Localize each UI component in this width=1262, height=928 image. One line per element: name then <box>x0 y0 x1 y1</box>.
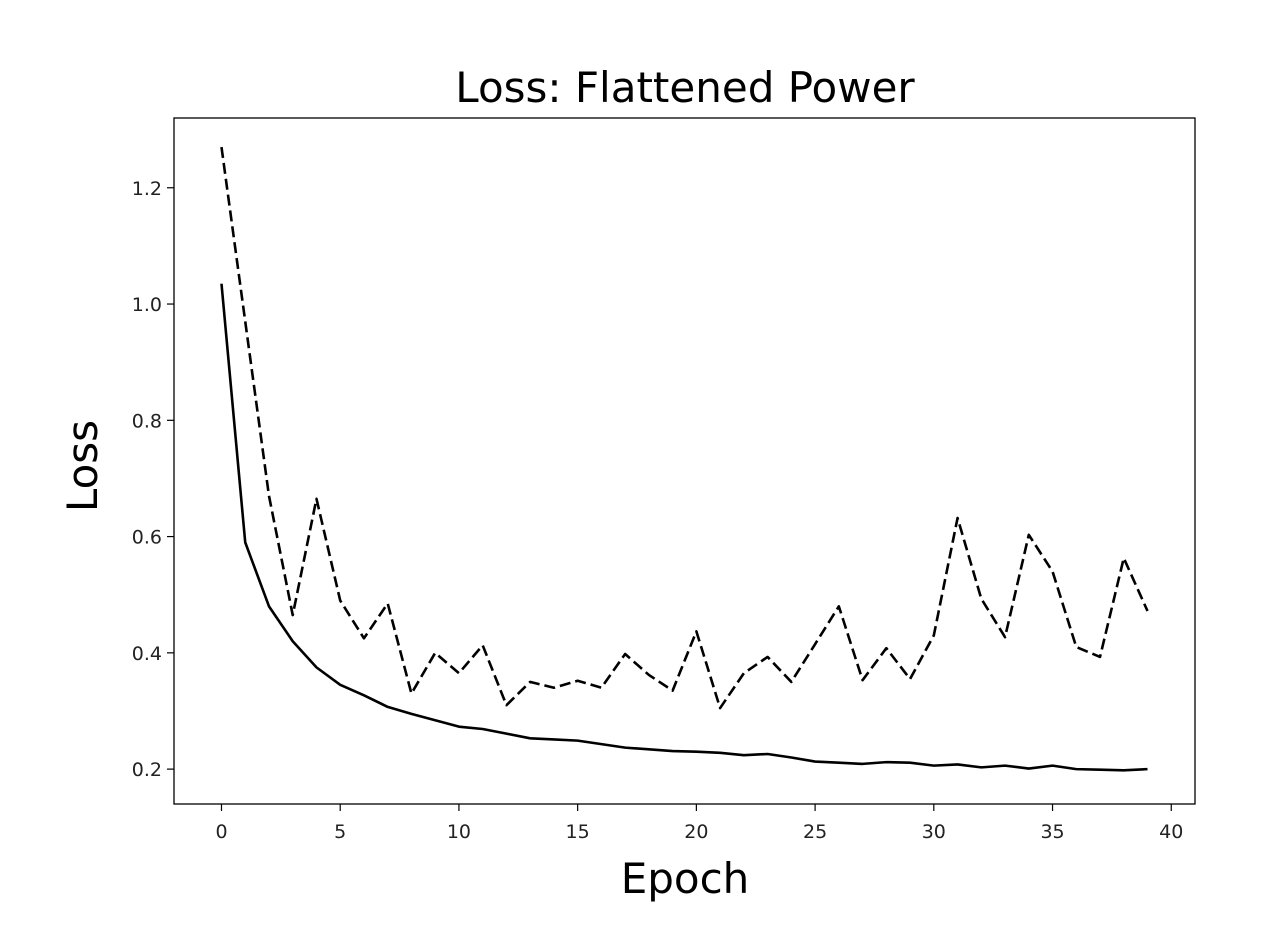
y-tick-label: 1.2 <box>132 178 162 200</box>
chart-title: Loss: Flattened Power <box>455 63 915 112</box>
solid-series-line <box>220 283 1148 772</box>
x-tick-label: 35 <box>1040 821 1064 843</box>
y-axis-label: Loss <box>58 420 107 512</box>
x-tick-label: 25 <box>803 821 827 843</box>
x-axis-ticks: 0 5 10 15 20 25 30 35 40 <box>215 804 1183 843</box>
y-tick-label: 0.6 <box>132 527 162 549</box>
x-tick-label: 10 <box>447 821 471 843</box>
y-tick-label: 1.0 <box>132 294 162 316</box>
y-tick-label: 0.2 <box>132 759 162 781</box>
x-tick-label: 40 <box>1159 821 1183 843</box>
y-axis-ticks: 0.2 0.4 0.6 0.8 1.0 1.2 <box>132 178 174 781</box>
series-layer <box>220 146 1149 772</box>
plot-frame <box>173 117 1196 805</box>
x-tick-label: 30 <box>922 821 946 843</box>
x-axis-label: Epoch <box>621 854 750 903</box>
y-tick-label: 0.4 <box>132 643 162 665</box>
x-tick-label: 20 <box>684 821 708 843</box>
x-tick-label: 5 <box>334 821 346 843</box>
x-tick-label: 0 <box>215 821 227 843</box>
dashed-series-line <box>220 146 1149 710</box>
x-tick-label: 15 <box>566 821 590 843</box>
y-tick-label: 0.8 <box>132 410 162 432</box>
